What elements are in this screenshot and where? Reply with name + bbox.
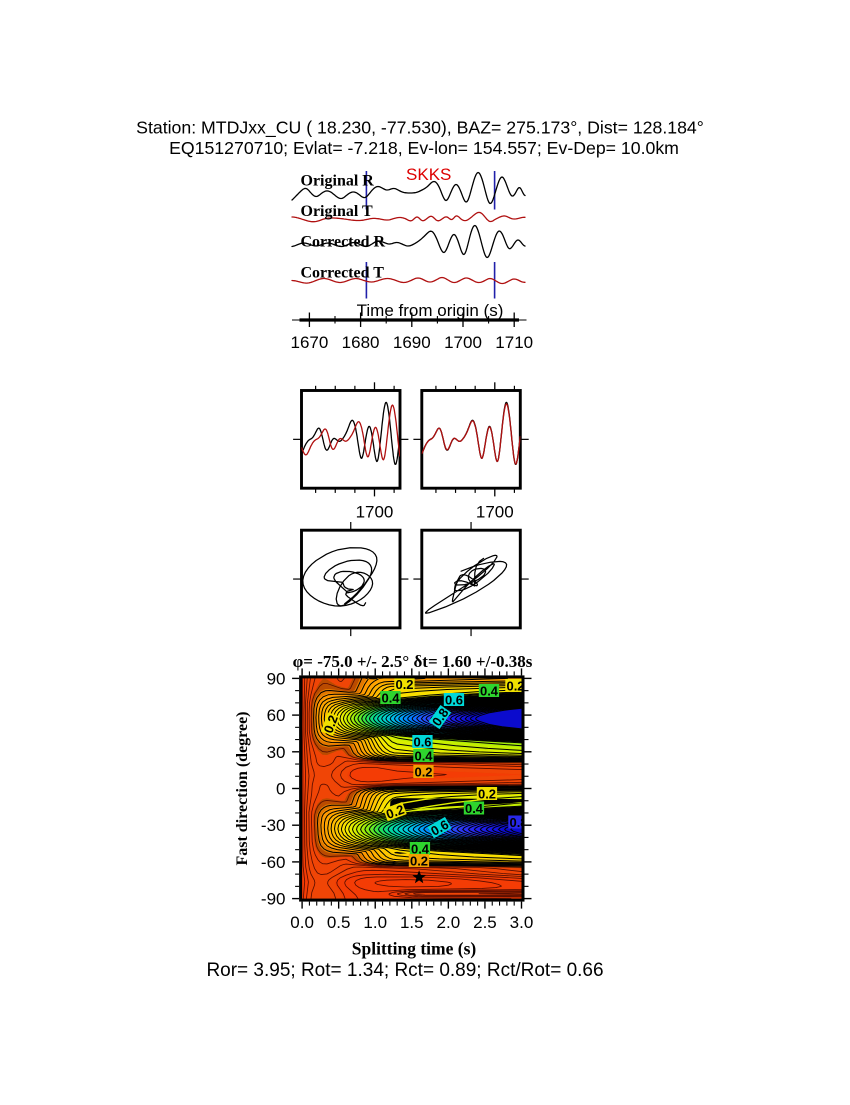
- svg-text:0: 0: [276, 780, 285, 799]
- svg-text:1700: 1700: [476, 503, 514, 522]
- svg-text:Corrected T: Corrected T: [301, 265, 385, 282]
- svg-text:Ror= 3.95; Rot= 1.34; Rct= 0.8: Ror= 3.95; Rot= 1.34; Rct= 0.89; Rct/Rot…: [206, 960, 603, 981]
- svg-text:0.2: 0.2: [414, 764, 432, 779]
- svg-text:0.2: 0.2: [506, 678, 524, 693]
- svg-text:1700: 1700: [444, 333, 482, 352]
- svg-text:Original T: Original T: [301, 203, 373, 220]
- svg-text:0.0: 0.0: [290, 913, 314, 932]
- svg-text:Fast direction (degree): Fast direction (degree): [234, 711, 251, 865]
- svg-text:0.4: 0.4: [480, 683, 499, 698]
- svg-text:30: 30: [267, 743, 286, 762]
- svg-text:Time from origin (s): Time from origin (s): [357, 301, 504, 320]
- svg-text:Corrected R: Corrected R: [301, 234, 386, 251]
- svg-text:Original R: Original R: [301, 173, 375, 190]
- svg-text:0.5: 0.5: [327, 913, 351, 932]
- svg-text:0.8: 0.8: [509, 815, 527, 830]
- svg-text:1.5: 1.5: [400, 913, 424, 932]
- svg-text:0.6: 0.6: [413, 734, 431, 749]
- svg-text:-60: -60: [261, 853, 286, 872]
- svg-text:0.4: 0.4: [381, 690, 400, 705]
- svg-text:0.4: 0.4: [411, 841, 430, 856]
- svg-text:0.2: 0.2: [410, 853, 428, 868]
- svg-text:0.2: 0.2: [384, 802, 406, 822]
- svg-text:1690: 1690: [393, 333, 431, 352]
- svg-text:0.4: 0.4: [465, 801, 484, 816]
- svg-text:φ= -75.0 +/- 2.5° δt= 1.60 +/-: φ= -75.0 +/- 2.5° δt= 1.60 +/-0.38s: [293, 652, 533, 671]
- svg-text:2.0: 2.0: [437, 913, 461, 932]
- svg-text:90: 90: [267, 669, 286, 688]
- svg-text:0.2: 0.2: [478, 786, 496, 801]
- svg-text:0.6: 0.6: [445, 692, 463, 707]
- svg-text:SKKS: SKKS: [406, 165, 451, 184]
- svg-text:0.2: 0.2: [321, 713, 341, 735]
- svg-text:3.0: 3.0: [510, 913, 534, 932]
- svg-text:1700: 1700: [356, 503, 394, 522]
- svg-text:-90: -90: [261, 890, 286, 909]
- svg-text:0.4: 0.4: [414, 748, 433, 763]
- svg-text:60: 60: [267, 706, 286, 725]
- svg-text:2.5: 2.5: [473, 913, 497, 932]
- svg-text:1.0: 1.0: [363, 913, 387, 932]
- svg-text:Splitting time (s): Splitting time (s): [352, 939, 477, 959]
- svg-text:1670: 1670: [290, 333, 328, 352]
- svg-text:-30: -30: [261, 816, 286, 835]
- svg-text:0.2: 0.2: [395, 677, 413, 692]
- svg-text:Station: MTDJxx_CU ( 18.230,: Station: MTDJxx_CU ( 18.230, -77.530), B…: [136, 118, 704, 139]
- svg-text:EQ151270710; Evlat= -7.218, E: EQ151270710; Evlat= -7.218, Ev-lon= 154.…: [169, 138, 679, 158]
- svg-text:1710: 1710: [495, 333, 533, 352]
- svg-text:1680: 1680: [342, 333, 380, 352]
